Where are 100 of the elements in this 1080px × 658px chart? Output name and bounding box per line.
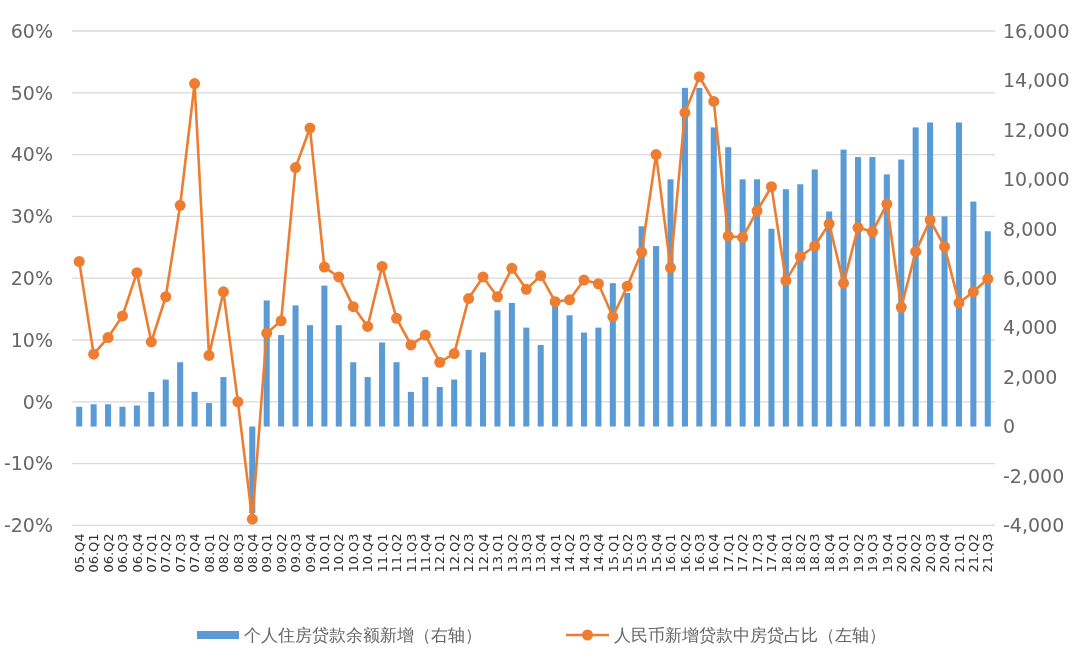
bar	[436, 386, 443, 427]
x-tick-label: 17.Q2	[735, 533, 751, 573]
x-tick-label: 09.Q1	[259, 533, 275, 573]
bar	[696, 87, 703, 427]
bar	[191, 391, 198, 427]
y2-tick-label: 6,000	[1003, 267, 1058, 290]
x-tick-label: 07.Q2	[158, 533, 174, 573]
y-tick-label: 20%	[10, 267, 53, 290]
x-tick-label: 13.Q1	[490, 533, 506, 573]
x-tick-label: 10.Q2	[331, 533, 347, 573]
bar	[278, 335, 285, 427]
y2-tick-label: -4,000	[1003, 514, 1065, 537]
bar	[465, 349, 472, 427]
bar	[537, 344, 544, 427]
x-tick-label: 09.Q4	[302, 533, 318, 573]
bar	[494, 310, 501, 427]
x-tick-label: 12.Q4	[475, 533, 491, 573]
bar	[321, 285, 328, 427]
bar	[205, 403, 213, 427]
x-tick-label: 18.Q3	[807, 533, 823, 573]
x-tick-label: 10.Q4	[360, 533, 376, 573]
x-tick-label: 13.Q2	[504, 533, 520, 573]
x-tick-label: 20.Q2	[908, 533, 924, 573]
x-tick-label: 14.Q3	[576, 533, 592, 573]
bar	[177, 362, 184, 427]
x-tick-label: 07.Q4	[187, 533, 203, 573]
x-tick-label: 06.Q2	[100, 533, 116, 573]
x-tick-label: 11.Q2	[389, 533, 405, 573]
bar	[148, 391, 155, 427]
x-tick-label: 18.Q2	[792, 533, 808, 573]
x-tick-label: 09.Q3	[288, 533, 304, 573]
y-tick-label: 30%	[10, 205, 53, 228]
x-tick-label: 08.Q2	[216, 533, 232, 573]
x-tick-label: 18.Q4	[821, 533, 837, 573]
x-tick-label: 10.Q3	[345, 533, 361, 573]
x-tick-label: 15.Q2	[619, 533, 635, 573]
x-tick-label: 14.Q1	[547, 533, 563, 573]
x-tick-label: 10.Q1	[317, 533, 333, 573]
x-tick-label: 21.Q2	[966, 533, 982, 573]
x-tick-label: 20.Q4	[937, 533, 953, 573]
legend-label: 个人住房贷款余额新增（右轴）	[244, 625, 482, 646]
x-tick-label: 05.Q4	[71, 533, 87, 573]
x-tick-label: 11.Q4	[418, 533, 434, 573]
x-tick-label: 07.Q3	[172, 533, 188, 573]
bar	[306, 325, 313, 427]
x-tick-label: 08.Q4	[244, 533, 260, 573]
y-tick-label: 0%	[22, 390, 53, 413]
bar	[941, 216, 948, 427]
x-tick-label: 19.Q3	[865, 533, 881, 573]
x-tick-label: 11.Q1	[374, 533, 390, 573]
bar	[854, 157, 862, 427]
x-tick-label: 08.Q1	[201, 533, 217, 573]
x-tick-label: 07.Q1	[144, 533, 159, 573]
x-tick-label: 06.Q4	[129, 533, 145, 573]
y-tick-label: 60%	[10, 19, 53, 42]
x-tick-label: 18.Q1	[778, 533, 794, 573]
x-tick-label: 12.Q2	[446, 533, 462, 573]
bar	[379, 342, 386, 427]
x-tick-label: 14.Q2	[562, 533, 578, 573]
bar	[335, 325, 342, 427]
x-tick-label: 13.Q4	[533, 533, 549, 573]
bar	[393, 362, 400, 427]
y2-tick-label: 12,000	[1003, 118, 1070, 141]
bar	[292, 305, 299, 427]
x-tick-label: 20.Q1	[893, 533, 909, 573]
bar	[119, 406, 126, 427]
x-tick-label: 16.Q3	[692, 533, 708, 573]
y2-tick-label: -2,000	[1003, 464, 1065, 487]
x-tick-label: 20.Q3	[922, 533, 938, 573]
y-tick-label: -10%	[3, 452, 53, 475]
bar	[768, 228, 775, 427]
bar	[133, 405, 140, 427]
x-tick-label: 16.Q2	[677, 533, 693, 573]
x-tick-label: 11.Q3	[403, 533, 419, 573]
x-tick-label: 16.Q1	[663, 533, 679, 573]
bar	[451, 379, 458, 427]
x-tick-label: 06.Q3	[115, 533, 131, 573]
bar	[710, 127, 717, 427]
bar	[407, 391, 414, 427]
bar	[480, 352, 487, 427]
bar	[162, 379, 169, 427]
y2-tick-label: 8,000	[1003, 217, 1058, 240]
x-tick-label: 16.Q4	[706, 533, 722, 573]
legend-label: 人民币新增贷款中房贷占比（左轴）	[614, 625, 886, 646]
y2-tick-label: 16,000	[1003, 19, 1070, 42]
x-tick-label: 12.Q3	[461, 533, 477, 573]
bar	[105, 404, 112, 427]
x-tick-label: 09.Q2	[273, 533, 289, 573]
bar	[76, 406, 83, 427]
y2-tick-label: 14,000	[1003, 69, 1070, 92]
x-tick-label: 17.Q3	[749, 533, 765, 573]
y-tick-label: 10%	[10, 328, 53, 351]
x-tick-label: 21.Q3	[980, 533, 996, 573]
x-tick-label: 19.Q4	[879, 533, 895, 573]
y-tick-label: 40%	[10, 143, 53, 166]
x-tick-label: 15.Q4	[648, 533, 664, 573]
bar	[90, 404, 97, 427]
x-tick-label: 15.Q1	[605, 533, 621, 573]
y-tick-label: 50%	[10, 81, 53, 104]
bar	[422, 377, 429, 427]
